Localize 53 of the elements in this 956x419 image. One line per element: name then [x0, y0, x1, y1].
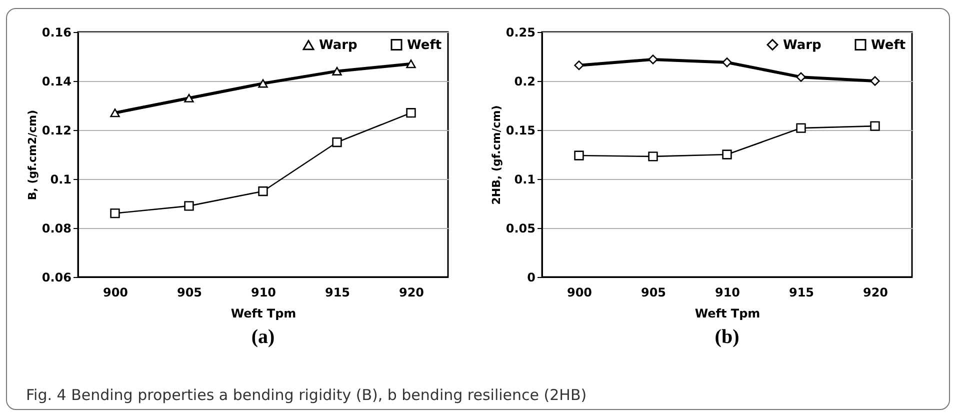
- point: [110, 108, 120, 118]
- point: [258, 79, 268, 88]
- x-tick-label: 920: [398, 286, 424, 300]
- point: [184, 94, 194, 102]
- y-axis-title: B, (gf.cm2/cm): [26, 110, 39, 200]
- point: [722, 150, 732, 160]
- y-axis-title: 2HB, (gf.cm/cm): [490, 105, 503, 205]
- x-axis-title: Weft Tpm: [230, 306, 296, 320]
- x-axis-title: Weft Tpm: [694, 306, 760, 320]
- point: [870, 121, 880, 131]
- point: [406, 108, 416, 118]
- point: [574, 60, 584, 70]
- point: [648, 54, 658, 64]
- text: (a): [251, 326, 275, 348]
- point: [574, 150, 584, 160]
- legend-label: Weft: [871, 38, 906, 53]
- x-tick-label: 900: [102, 286, 128, 300]
- point: [110, 208, 120, 218]
- y-tick-label: 0.25: [506, 26, 536, 40]
- y-tick-label: 0: [527, 270, 536, 284]
- point: [648, 152, 658, 162]
- legend-label: Weft: [407, 38, 442, 53]
- x-tick-label: 920: [862, 286, 888, 300]
- point: [258, 186, 268, 196]
- legend-label: Warp: [783, 38, 822, 53]
- point: [184, 201, 194, 211]
- y-tick-label: 0.08: [42, 222, 72, 236]
- text: (b): [714, 326, 740, 348]
- y-tick-label: 0.12: [42, 124, 72, 138]
- x-tick-label: 915: [788, 286, 814, 300]
- point: [796, 72, 806, 82]
- x-tick-label: 905: [640, 286, 666, 300]
- point: [406, 60, 416, 68]
- point: [722, 58, 732, 68]
- y-tick-label: 0.1: [514, 172, 536, 186]
- point: [332, 66, 342, 76]
- y-tick-label: 0.1: [50, 172, 72, 186]
- x-tick-label: 910: [714, 286, 740, 300]
- x-tick-label: 900: [566, 286, 592, 300]
- y-tick-label: 0.14: [42, 74, 72, 88]
- legend-label: Warp: [319, 38, 358, 54]
- caption: Fig. 4 Bending properties a bending rigidity (B), b bending resilience (2HB): [26, 386, 587, 404]
- point: [796, 123, 806, 133]
- y-tick-label: 0.2: [514, 74, 536, 88]
- point: [332, 137, 342, 148]
- y-tick-label: 0.06: [42, 270, 72, 284]
- x-tick-label: 910: [250, 286, 276, 300]
- point: [870, 76, 880, 86]
- x-tick-label: 915: [324, 286, 350, 300]
- y-tick-label: 0.05: [506, 222, 536, 236]
- y-tick-label: 0.15: [506, 124, 536, 138]
- x-tick-label: 905: [176, 286, 202, 300]
- y-tick-label: 0.16: [42, 26, 72, 40]
